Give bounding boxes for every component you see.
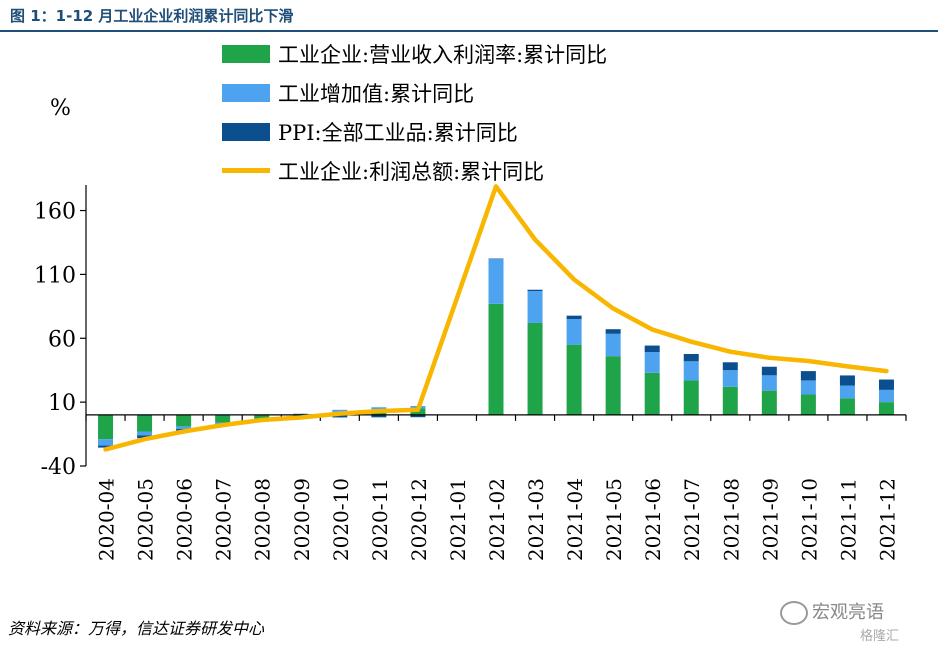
- legend-label: 工业企业:营业收入利润率:累计同比: [278, 42, 608, 67]
- legend: 工业企业:营业收入利润率:累计同比 工业增加值:累计同比 PPI:全部工业品:累…: [222, 34, 607, 190]
- bar-segment: [176, 414, 192, 427]
- bar-segment: [605, 356, 621, 415]
- wechat-icon: [780, 601, 808, 625]
- bar-segment: [98, 439, 114, 446]
- y-tick-label: -40: [41, 455, 76, 480]
- bar-segment: [137, 414, 153, 432]
- y-tick-label: 10: [48, 391, 76, 416]
- legend-label: PPI:全部工业品:累计同比: [278, 120, 518, 145]
- y-axis-unit: %: [50, 96, 71, 121]
- bar-segment: [644, 372, 660, 415]
- bar-segment: [488, 303, 504, 415]
- x-tick-label: 2021-06: [641, 478, 665, 561]
- legend-label: 工业企业:利润总额:累计同比: [278, 159, 545, 184]
- y-tick-label: 110: [34, 263, 76, 288]
- bar-segment: [605, 333, 621, 357]
- bar-segment: [800, 371, 816, 381]
- x-tick-label: 2021-05: [602, 478, 626, 561]
- x-tick-label: 2021-11: [836, 478, 860, 561]
- bar-segment: [761, 366, 777, 376]
- bar-segment: [839, 398, 855, 415]
- x-tick-label: 2021-03: [524, 478, 548, 561]
- bar-segment: [644, 345, 660, 353]
- bar-segment: [137, 431, 153, 436]
- bar-segment: [254, 414, 270, 419]
- bar-segment: [683, 353, 699, 362]
- bar-segment: [293, 413, 309, 415]
- bar-segment: [527, 322, 543, 415]
- bar-segment: [839, 385, 855, 399]
- legend-swatch-profit-line: [222, 168, 270, 173]
- bar-segment: [683, 380, 699, 415]
- bar-segment: [215, 414, 231, 423]
- bar-segment: [566, 319, 582, 345]
- x-tick-label: 2020-08: [251, 478, 275, 561]
- bar-segment: [98, 445, 114, 448]
- bar-segment: [722, 370, 738, 387]
- y-tick-label: 160: [34, 200, 76, 225]
- x-tick-label: 2021-01: [446, 478, 470, 561]
- bar-segment: [878, 379, 894, 390]
- bar-segment: [176, 426, 192, 429]
- bar-segment: [371, 407, 387, 410]
- x-tick-label: 2020-05: [134, 478, 158, 561]
- watermark-text: 宏观亮语: [812, 602, 884, 623]
- x-tick-label: 2020-09: [290, 478, 314, 561]
- source-note: 资料来源：万得，信达证券研发中心: [8, 619, 265, 638]
- bar-segment: [839, 375, 855, 386]
- bar-segment: [98, 414, 114, 440]
- x-tick-label: 2021-04: [563, 478, 587, 561]
- legend-swatch-ppi: [222, 122, 270, 141]
- bar-segment: [527, 289, 543, 292]
- x-tick-label: 2021-12: [875, 478, 899, 561]
- legend-swatch-value-added: [222, 83, 270, 102]
- title-rule: [0, 30, 938, 32]
- figure-title: 图 1：1-12 月工业企业利润累计同比下滑: [10, 7, 294, 25]
- x-tick-label: 2021-09: [758, 478, 782, 561]
- legend-label: 工业增加值:累计同比: [278, 81, 475, 106]
- x-tick-label: 2020-11: [368, 478, 392, 561]
- x-tick-label: 2020-07: [212, 478, 236, 561]
- bar-segment: [566, 344, 582, 415]
- bar-segment: [332, 414, 348, 418]
- x-tick-label: 2021-08: [719, 478, 743, 561]
- bar-segment: [527, 291, 543, 323]
- legend-item: 工业企业:利润总额:累计同比: [222, 151, 607, 190]
- x-tick-label: 2020-04: [95, 478, 119, 561]
- bar-segment: [410, 414, 426, 418]
- bar-segment: [800, 394, 816, 415]
- bar-segment: [605, 329, 621, 334]
- watermark-sub: 格隆汇: [860, 629, 900, 644]
- x-tick-label: 2021-10: [797, 478, 821, 561]
- bar-segment: [761, 390, 777, 415]
- bar-segment: [488, 258, 504, 260]
- bar-segment: [488, 259, 504, 304]
- watermark: 宏观亮语: [780, 598, 884, 625]
- legend-item: 工业增加值:累计同比: [222, 73, 607, 112]
- y-tick-label: 60: [48, 327, 76, 352]
- bar-segment: [683, 361, 699, 381]
- bar-segment: [566, 315, 582, 320]
- bar-segment: [644, 352, 660, 373]
- legend-swatch-revenue-margin: [222, 44, 270, 63]
- legend-item: 工业企业:营业收入利润率:累计同比: [222, 34, 607, 73]
- x-tick-label: 2021-02: [485, 478, 509, 561]
- bar-segment: [371, 414, 387, 418]
- x-tick-label: 2020-10: [329, 478, 353, 561]
- x-tick-label: 2020-12: [407, 478, 431, 561]
- legend-item: PPI:全部工业品:累计同比: [222, 112, 607, 151]
- bar-segment: [878, 389, 894, 403]
- bar-segment: [722, 362, 738, 371]
- bar-segment: [761, 375, 777, 391]
- x-tick-label: 2021-07: [680, 478, 704, 561]
- bar-segment: [332, 409, 348, 413]
- bar-segment: [878, 402, 894, 415]
- profit-line: [103, 184, 889, 452]
- x-tick-label: 2020-06: [173, 478, 197, 561]
- bar-segment: [722, 386, 738, 415]
- bar-segment: [800, 380, 816, 395]
- bar-segment: [137, 435, 153, 439]
